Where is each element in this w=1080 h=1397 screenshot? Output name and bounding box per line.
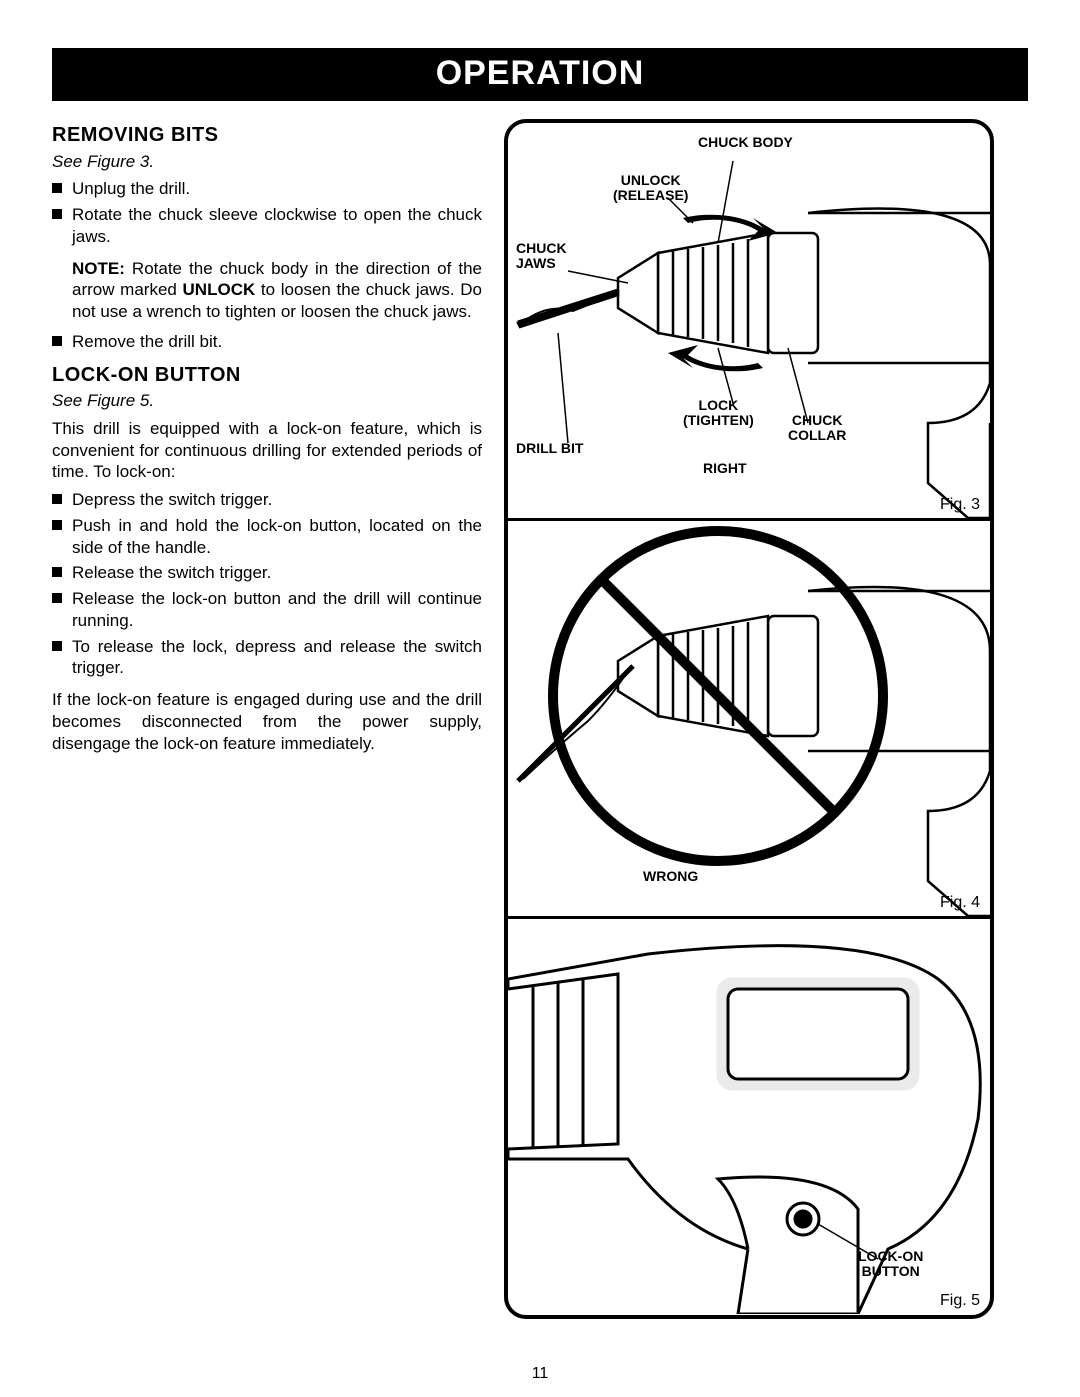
see-figure-ref: See Figure 3. — [52, 151, 482, 173]
list-item: To release the lock, depress and release… — [52, 636, 482, 680]
callout-unlock: UNLOCK (RELEASE) — [613, 173, 688, 204]
paragraph: If the lock-on feature is engaged during… — [52, 689, 482, 754]
bullet-list: Remove the drill bit. — [52, 331, 482, 353]
figure-caption: Fig. 3 — [940, 496, 980, 514]
page-title: OPERATION — [436, 54, 645, 92]
note-label: NOTE: — [72, 259, 125, 278]
bullet-list: Unplug the drill. Rotate the chuck sleev… — [52, 178, 482, 247]
drill-wrong-illustration — [508, 521, 990, 919]
figure-box: CHUCK BODY UNLOCK (RELEASE) CHUCK JAWS L… — [504, 119, 994, 1319]
figure-column: CHUCK BODY UNLOCK (RELEASE) CHUCK JAWS L… — [504, 119, 1028, 1319]
list-item: Release the switch trigger. — [52, 562, 482, 584]
callout-lock-on: LOCK-ON BUTTON — [858, 1249, 923, 1280]
figure-caption: Fig. 4 — [940, 894, 980, 912]
list-item: Unplug the drill. — [52, 178, 482, 200]
list-item: Release the lock-on button and the drill… — [52, 588, 482, 632]
bullet-list: Depress the switch trigger. Push in and … — [52, 489, 482, 679]
section-heading-removing: REMOVING BITS — [52, 123, 482, 149]
list-item: Push in and hold the lock-on button, loc… — [52, 515, 482, 559]
list-item: Remove the drill bit. — [52, 331, 482, 353]
callout-chuck-body: CHUCK BODY — [698, 135, 793, 150]
page-number: 11 — [0, 1365, 1080, 1383]
figure-panel-3: CHUCK BODY UNLOCK (RELEASE) CHUCK JAWS L… — [508, 123, 990, 521]
list-item: Rotate the chuck sleeve clockwise to ope… — [52, 204, 482, 248]
two-column-layout: REMOVING BITS See Figure 3. Unplug the d… — [52, 119, 1028, 1319]
note-block: NOTE: Rotate the chuck body in the direc… — [52, 258, 482, 323]
callout-wrong: WRONG — [643, 869, 698, 884]
callout-chuck-collar: CHUCK COLLAR — [788, 413, 846, 444]
callout-chuck-jaws: CHUCK JAWS — [516, 241, 567, 272]
figure-panel-4: WRONG Fig. 4 — [508, 521, 990, 919]
see-figure-ref: See Figure 5. — [52, 390, 482, 412]
callout-lock: LOCK (TIGHTEN) — [683, 398, 754, 429]
drill-right-illustration — [508, 123, 990, 521]
text-column: REMOVING BITS See Figure 3. Unplug the d… — [52, 119, 482, 1319]
section-heading-lockon: LOCK-ON BUTTON — [52, 363, 482, 389]
page-title-bar: OPERATION — [52, 48, 1028, 101]
note-bold: UNLOCK — [183, 280, 256, 299]
callout-drill-bit: DRILL BIT — [516, 441, 583, 456]
callout-right: RIGHT — [703, 461, 747, 476]
manual-page: OPERATION REMOVING BITS See Figure 3. Un… — [0, 0, 1080, 1397]
list-item: Depress the switch trigger. — [52, 489, 482, 511]
paragraph: This drill is equipped with a lock-on fe… — [52, 418, 482, 483]
figure-caption: Fig. 5 — [940, 1292, 980, 1310]
figure-panel-5: LOCK-ON BUTTON Fig. 5 — [508, 919, 990, 1314]
